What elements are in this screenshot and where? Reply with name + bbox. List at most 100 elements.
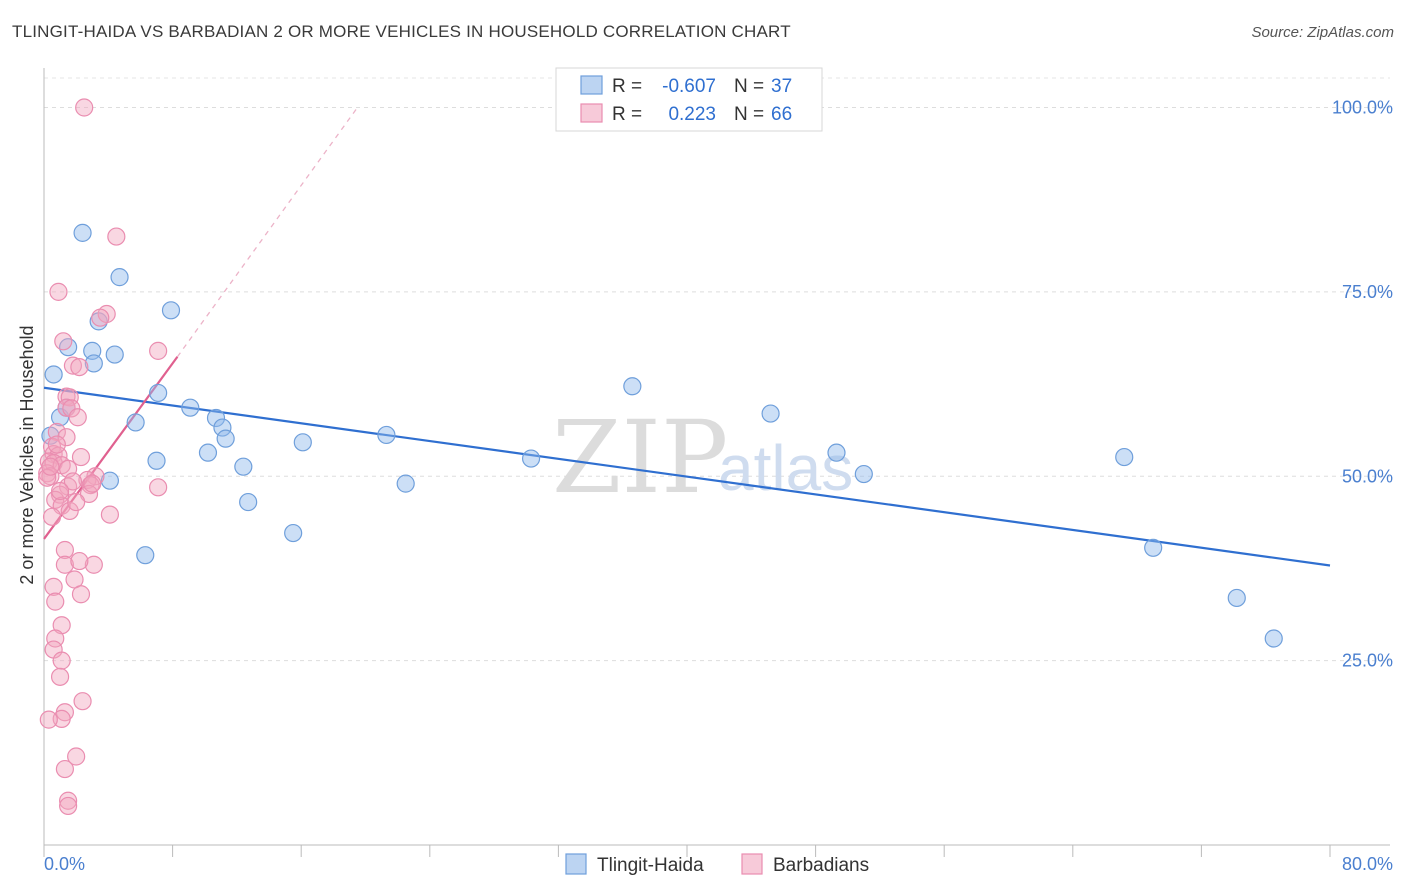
data-point (46, 592, 65, 611)
data-point (59, 796, 78, 816)
legend-r-value-barbadians: 0.223 (668, 104, 716, 125)
axes (43, 68, 1390, 857)
data-point (59, 791, 78, 810)
data-point (521, 449, 541, 468)
data-point (55, 540, 74, 560)
legend-r-label-2: R = (612, 104, 642, 125)
data-point (198, 443, 218, 462)
data-point (70, 358, 89, 377)
data-point (100, 471, 120, 490)
data-point (70, 551, 89, 571)
data-point (1264, 629, 1283, 648)
trend-lines (43, 107, 1331, 567)
data-point (206, 408, 226, 428)
series-legend-label-tlingit: Tlingit-Haida (597, 855, 704, 876)
watermark-atlas: atlas (718, 432, 853, 504)
legend-r-label: R = (612, 76, 642, 97)
data-point (1144, 538, 1163, 557)
data-point (73, 692, 92, 711)
data-point (84, 354, 103, 373)
data-point (161, 301, 181, 320)
data-point (147, 451, 166, 470)
legend-swatch-tlingit (580, 75, 603, 95)
data-point (68, 408, 87, 427)
y-tick-label-0: 25.0% (1342, 651, 1393, 671)
correlation-legend: R = -0.607 N = 37 R = 0.223 N = 66 (555, 67, 823, 132)
data-point (47, 435, 66, 454)
trend-line-extension-1 (176, 107, 358, 358)
data-point (71, 585, 91, 604)
data-point (91, 308, 110, 327)
x-tick-label-1: 80.0% (1342, 854, 1393, 874)
data-point (216, 429, 235, 448)
data-point (149, 478, 168, 497)
y-tick-label-2: 75.0% (1342, 282, 1393, 302)
legend-n-label: N = (734, 76, 764, 97)
data-point (47, 422, 66, 442)
data-point (50, 481, 70, 501)
legend-n-value-tlingit: 37 (771, 76, 792, 97)
data-point (63, 356, 83, 375)
data-point (44, 577, 63, 596)
y-tick-labels: 25.0% 50.0% 75.0% 100.0% (1332, 98, 1393, 671)
series-points-0 (41, 223, 1283, 648)
x-tick-label-0: 0.0% (44, 854, 85, 874)
data-point (55, 759, 74, 779)
data-point (149, 341, 168, 360)
data-point (293, 433, 312, 452)
legend-n-value-barbadians: 66 (771, 104, 792, 125)
watermark-zip: ZIP (552, 399, 728, 516)
x-tick-labels: 0.0% 80.0% (44, 854, 1393, 874)
data-point (49, 282, 68, 301)
data-point (84, 555, 103, 574)
series-legend-swatch-barbadians (741, 853, 763, 875)
data-point (239, 492, 258, 512)
y-axis-label: 2 or more Vehicles in Household (17, 325, 37, 584)
data-points (38, 98, 1283, 816)
data-point (623, 377, 642, 396)
data-point (67, 492, 86, 512)
y-tick-label-1: 50.0% (1342, 466, 1393, 486)
data-point (63, 472, 83, 491)
trend-line-0 (43, 386, 1331, 567)
data-point (827, 443, 846, 462)
series-legend-swatch-tlingit (565, 853, 587, 875)
data-point (83, 474, 102, 493)
legend-swatch-barbadians (580, 103, 603, 123)
data-point (59, 338, 78, 357)
data-point (1227, 588, 1246, 608)
data-point (1115, 447, 1134, 467)
data-point (105, 345, 124, 364)
data-point (213, 418, 232, 437)
data-point (42, 507, 62, 526)
data-point (73, 223, 92, 242)
legend-n-label-2: N = (734, 104, 764, 125)
data-point (136, 546, 155, 565)
data-point (126, 413, 145, 432)
legend-r-value-tlingit: -0.607 (662, 76, 716, 97)
data-point (55, 555, 74, 574)
trend-line-1 (43, 356, 179, 540)
data-point (234, 457, 253, 476)
data-point (52, 709, 71, 728)
data-point (149, 383, 168, 403)
data-point (181, 398, 200, 417)
series-points-1 (38, 98, 168, 816)
data-point (79, 484, 99, 504)
data-point (41, 457, 60, 476)
data-point (284, 523, 303, 543)
data-point (50, 667, 70, 686)
data-point (67, 747, 86, 766)
grid-lines (44, 77, 1390, 662)
data-point (54, 332, 73, 351)
data-point (854, 464, 873, 484)
chart-title: TLINGIT-HAIDA VS BARBADIAN 2 OR MORE VEH… (12, 22, 791, 41)
data-point (761, 404, 780, 423)
source-credit: Source: ZipAtlas.com (1251, 24, 1394, 41)
data-point (75, 98, 94, 117)
series-legend-label-barbadians: Barbadians (773, 855, 869, 876)
data-point (57, 428, 76, 447)
data-point (100, 505, 120, 524)
data-point (110, 268, 129, 287)
